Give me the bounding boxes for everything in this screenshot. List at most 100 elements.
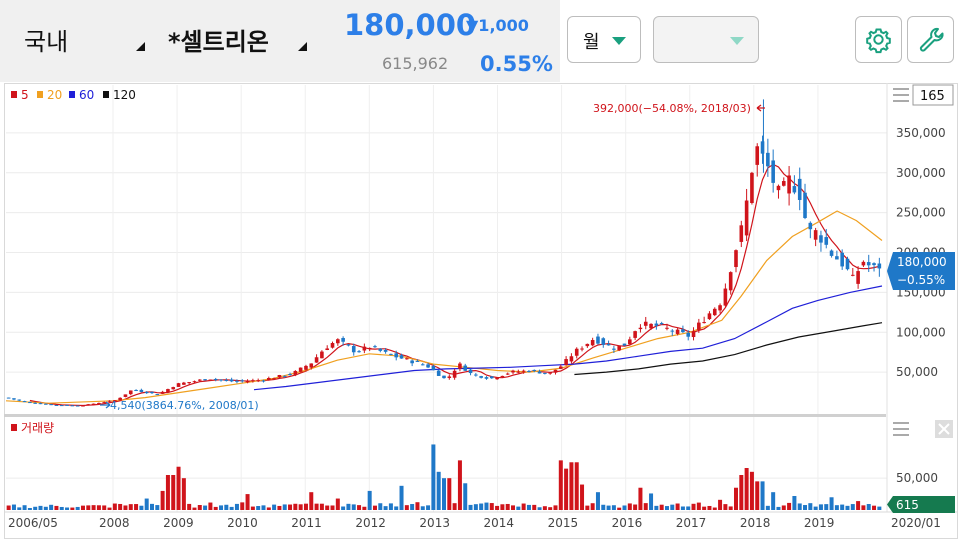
candle bbox=[527, 370, 531, 373]
volume-bar bbox=[696, 502, 701, 510]
volume-bar bbox=[388, 503, 393, 510]
candle bbox=[410, 359, 414, 367]
stock-dropdown-icon[interactable] bbox=[298, 42, 307, 51]
candle bbox=[240, 379, 245, 383]
volume-bar bbox=[219, 505, 224, 510]
volume-bar bbox=[144, 498, 149, 510]
low-annotation: 4,540(3864.76%, 2008/01) bbox=[110, 399, 259, 412]
volume-bar bbox=[526, 504, 531, 510]
candle bbox=[569, 353, 574, 364]
volume-bar bbox=[787, 502, 792, 510]
candle bbox=[840, 249, 844, 270]
volume-bar bbox=[49, 504, 54, 510]
candle bbox=[197, 379, 202, 382]
volume-bar bbox=[277, 505, 282, 510]
candle bbox=[81, 405, 85, 407]
candle bbox=[91, 403, 96, 405]
candle bbox=[447, 374, 452, 380]
volume-bar bbox=[181, 478, 186, 510]
candle bbox=[442, 375, 446, 379]
candle bbox=[123, 394, 128, 398]
candle bbox=[304, 364, 308, 372]
volume-bar bbox=[664, 506, 669, 510]
candle bbox=[760, 135, 765, 164]
candle bbox=[458, 361, 462, 372]
close-icon[interactable] bbox=[935, 420, 953, 438]
current-price-tag-value: 180,000 bbox=[897, 255, 947, 269]
volume-bar bbox=[739, 475, 744, 510]
candle bbox=[367, 347, 372, 352]
candle bbox=[203, 379, 207, 381]
volume-bar bbox=[760, 481, 765, 510]
volume-bar bbox=[643, 503, 648, 510]
volume-bar bbox=[436, 471, 441, 510]
candle bbox=[97, 402, 101, 404]
candle bbox=[744, 188, 749, 242]
volume-bar bbox=[59, 506, 64, 510]
volume-bar bbox=[749, 471, 754, 510]
volume-bar bbox=[234, 503, 239, 510]
market-dropdown-icon[interactable] bbox=[136, 42, 145, 51]
volume-bar bbox=[457, 460, 462, 510]
volume-bar bbox=[468, 504, 473, 510]
indicator-dropdown[interactable] bbox=[653, 16, 759, 63]
candle bbox=[781, 177, 786, 187]
volume-bar bbox=[86, 505, 91, 510]
volume-bar bbox=[404, 505, 409, 510]
candle bbox=[845, 256, 850, 271]
candle bbox=[160, 390, 165, 395]
volume-bar bbox=[102, 505, 107, 510]
volume-bar bbox=[362, 506, 367, 510]
menu-icon[interactable] bbox=[893, 422, 909, 436]
y-tick-label: 250,000 bbox=[896, 206, 946, 220]
volume-bar bbox=[447, 478, 452, 510]
volume-bar bbox=[850, 504, 855, 510]
candle bbox=[559, 364, 563, 370]
candle bbox=[298, 367, 303, 373]
candle bbox=[341, 336, 345, 346]
candle bbox=[654, 320, 659, 330]
candle bbox=[574, 347, 579, 359]
volume-bar bbox=[341, 506, 346, 510]
candle bbox=[606, 340, 611, 346]
candle bbox=[426, 362, 430, 369]
volume-bar bbox=[165, 475, 170, 510]
pane-splitter[interactable] bbox=[4, 414, 886, 417]
candle bbox=[378, 348, 383, 353]
volume-bar bbox=[755, 481, 760, 510]
legend-ma20: 20 bbox=[47, 88, 62, 102]
volume-bar bbox=[118, 503, 123, 510]
volume-bar bbox=[649, 493, 654, 510]
candle bbox=[70, 405, 75, 407]
settings-button[interactable] bbox=[855, 16, 902, 63]
volume-bar bbox=[394, 506, 399, 510]
candle bbox=[537, 369, 542, 374]
candle bbox=[755, 143, 760, 177]
candle bbox=[171, 386, 176, 390]
volume-bar bbox=[670, 504, 675, 510]
visible-count-box[interactable] bbox=[912, 84, 954, 106]
volume-bar bbox=[314, 503, 319, 510]
candle bbox=[277, 374, 282, 379]
volume-bar bbox=[484, 502, 489, 510]
stock-info-panel bbox=[0, 0, 560, 82]
volume-bar bbox=[378, 503, 383, 510]
candle bbox=[213, 377, 218, 382]
volume-bar bbox=[686, 506, 691, 510]
tools-button[interactable] bbox=[907, 16, 954, 63]
volume-bar bbox=[877, 506, 882, 510]
stock-name-selector[interactable]: *셀트리온 bbox=[168, 28, 269, 56]
period-dropdown[interactable]: 월 bbox=[567, 16, 641, 63]
volume-bar bbox=[516, 506, 521, 510]
volume-bar bbox=[675, 503, 680, 510]
volume-bar bbox=[813, 506, 818, 510]
volume-bar bbox=[532, 504, 537, 510]
market-selector[interactable]: 국내 bbox=[24, 28, 69, 56]
volume-bar bbox=[542, 506, 547, 510]
volume-bar bbox=[521, 503, 526, 510]
candle bbox=[500, 375, 505, 378]
volume-bar bbox=[22, 505, 27, 510]
volume-bar bbox=[139, 505, 144, 510]
menu-icon[interactable] bbox=[893, 88, 909, 102]
